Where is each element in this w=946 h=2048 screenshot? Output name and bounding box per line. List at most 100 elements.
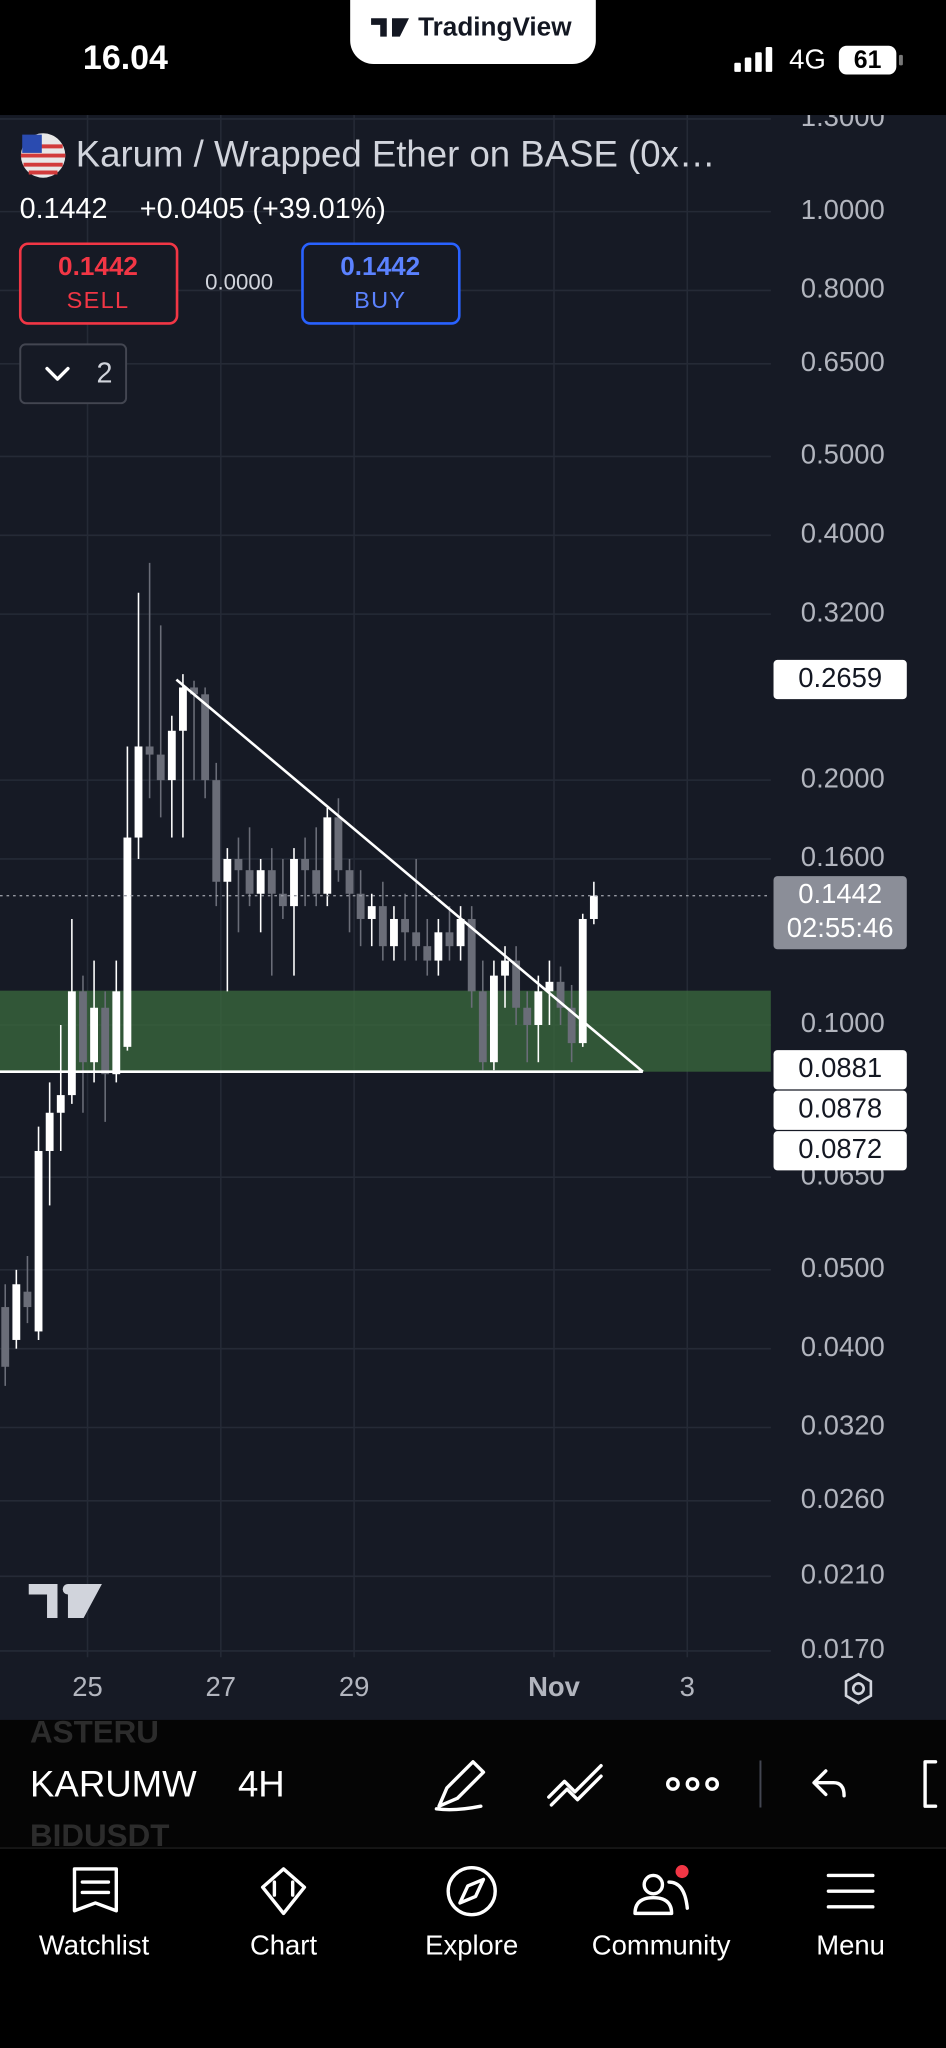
candle-body	[301, 858, 310, 871]
candle-body	[512, 960, 521, 1008]
candle-body	[390, 918, 398, 947]
nav-label: Watchlist	[39, 1930, 150, 1961]
nav-explore[interactable]: Explore	[425, 1865, 518, 1961]
y-tick-label: 0.3200	[801, 596, 885, 627]
candle-body	[123, 837, 132, 1047]
nav-label: Community	[592, 1930, 731, 1961]
candle-body	[556, 981, 565, 1008]
candle-body	[489, 975, 498, 1063]
candle-body	[134, 746, 143, 838]
candle-body	[112, 991, 121, 1075]
undo-icon[interactable]	[812, 1769, 846, 1798]
candle-body	[245, 870, 254, 894]
candle-body	[201, 694, 210, 781]
fullscreen-icon[interactable]	[923, 1760, 938, 1808]
battery-tip	[898, 54, 903, 66]
lines-icon[interactable]	[547, 1763, 603, 1807]
plot-area	[0, 562, 771, 1386]
flag-canton	[22, 134, 42, 153]
candle-body	[256, 870, 265, 894]
candle-body	[323, 817, 332, 894]
nav-watchlist[interactable]: Watchlist	[39, 1867, 150, 1961]
flag-stripes	[20, 144, 66, 175]
battery-level: 61	[854, 47, 882, 74]
battery-icon	[838, 45, 897, 75]
x-tick-label: Nov	[528, 1671, 581, 1702]
symbol-header[interactable]: Karum / Wrapped Ether on BASE (0x…	[20, 133, 716, 178]
nav-community[interactable]: Community	[592, 1865, 731, 1961]
indicator-count: 2	[97, 358, 113, 390]
price-label-box	[773, 1050, 907, 1090]
nav-label: Chart	[250, 1930, 317, 1961]
more-icon[interactable]	[665, 1777, 720, 1791]
price-label: 0.1442	[798, 878, 882, 909]
candle-body	[23, 1291, 32, 1308]
x-tick-label: 3	[680, 1671, 695, 1702]
price-label: 0.0878	[798, 1093, 882, 1124]
candle-body	[567, 1007, 576, 1044]
candle-body	[156, 754, 165, 781]
y-tick-label: 0.0170	[801, 1633, 885, 1664]
candle-body	[334, 817, 343, 871]
candle-body	[423, 946, 432, 961]
candle-body	[278, 893, 287, 907]
sell-button[interactable]: 0.1442 SELL	[18, 242, 179, 325]
interval[interactable]: 4H	[238, 1763, 285, 1804]
toolbar-symbol[interactable]: KARUMW	[30, 1763, 197, 1804]
candle-body	[190, 687, 198, 695]
candle-body	[56, 1095, 65, 1113]
trend-line	[175, 678, 644, 1073]
x-tick-label: 27	[206, 1671, 237, 1702]
x-tick-label: 29	[339, 1671, 370, 1702]
last-price: 0.1442	[20, 193, 108, 225]
candle-body	[545, 981, 554, 992]
candle-body	[467, 918, 476, 992]
candle-body	[478, 991, 487, 1063]
draw-icon[interactable]	[434, 1760, 486, 1812]
candle-body	[212, 780, 221, 882]
watchlist-next[interactable]: BIDUSDT	[30, 1818, 169, 1853]
watermark-logo	[28, 1584, 102, 1619]
buy-button[interactable]: 0.1442 BUY	[301, 242, 461, 325]
candle-body	[578, 918, 587, 1044]
time-axis: 25 27 29 Nov 3	[72, 1671, 695, 1702]
buy-box	[301, 242, 461, 325]
nav-menu[interactable]: Menu	[816, 1873, 885, 1961]
buy-label: BUY	[354, 287, 406, 313]
price-label-box	[773, 659, 907, 700]
price-label: 0.0881	[798, 1052, 882, 1083]
spread: 0.0000	[205, 269, 273, 294]
candle-body	[401, 918, 409, 933]
price-label-box	[773, 1090, 907, 1130]
y-tick-label: 1.0000	[801, 194, 885, 225]
countdown: 02:55:46	[787, 912, 894, 943]
x-tick-label: 25	[72, 1671, 103, 1702]
candle-body	[456, 918, 465, 947]
y-tick-label: 0.8000	[801, 273, 885, 304]
sell-price: 0.1442	[58, 251, 138, 281]
candles	[1, 562, 598, 1386]
settings-icon[interactable]	[844, 1672, 873, 1705]
settings-icon-dot	[851, 1682, 865, 1696]
indicators-toggle[interactable]: 2	[19, 343, 128, 405]
y-tick-label: 0.6500	[801, 346, 885, 377]
buy-price: 0.1442	[340, 251, 420, 281]
sell-label: SELL	[67, 287, 130, 313]
chevron-icon	[45, 366, 70, 381]
candle-body	[101, 1007, 110, 1075]
candle-body	[267, 870, 276, 894]
candle-body	[356, 893, 365, 919]
brand-pill: TradingView	[350, 0, 596, 65]
watchlist-prev[interactable]: ASTERU	[30, 1715, 159, 1750]
nav-chart[interactable]: Chart	[250, 1867, 317, 1961]
candle-body	[12, 1284, 21, 1340]
candle-body	[312, 870, 321, 894]
candle-body	[378, 906, 387, 947]
y-tick-label: 0.4000	[801, 518, 885, 549]
y-tick-label: 0.0260	[801, 1483, 885, 1514]
candle-body	[67, 991, 76, 1096]
